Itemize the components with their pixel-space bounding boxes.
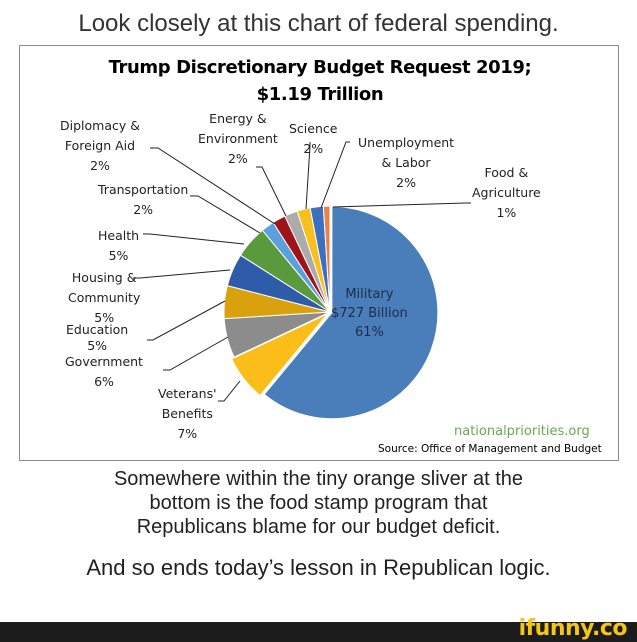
- label-military: Military $727 Billion 61%: [331, 285, 408, 342]
- pie-slice-military: [263, 206, 439, 420]
- label-science: Science 2%: [289, 119, 337, 159]
- label-line: 5%: [108, 248, 129, 263]
- label-line: 2%: [396, 175, 416, 190]
- pie-slice-food-agriculture: [322, 205, 331, 313]
- chart-title: Trump Discretionary Budget Request 2019;: [108, 57, 532, 78]
- label-line: 2%: [90, 158, 110, 173]
- label-transportation: Transportation 2%: [98, 180, 188, 220]
- label-line: Unemployment: [358, 135, 455, 150]
- label-line: Health: [98, 228, 140, 243]
- label-government: Government 6%: [65, 352, 143, 392]
- meme-headline: Look closely at this chart of federal sp…: [78, 10, 559, 37]
- caption-line-3: Republicans blame for our budget deficit…: [136, 516, 501, 538]
- label-line: Military: [345, 287, 394, 302]
- label-line: Transportation: [98, 182, 189, 197]
- pie-chart: Trump Discretionary Budget Request 2019;…: [19, 45, 619, 461]
- ifunny-logo[interactable]: ifunny.co: [518, 616, 628, 641]
- site-credit: nationalpriorities.org: [454, 424, 590, 439]
- pie-svg: [133, 141, 471, 420]
- label-unemployment: Unemployment & Labor 2%: [358, 133, 454, 193]
- label-line: Science: [289, 121, 338, 136]
- label-line: Foreign Aid: [64, 138, 136, 153]
- label-line: 7%: [177, 426, 198, 441]
- label-line: Diplomacy &: [60, 118, 140, 133]
- source-note: Source: Office of Management and Budget: [378, 443, 602, 455]
- label-line: Government: [65, 354, 143, 369]
- label-food: Food & Agriculture 1%: [472, 163, 541, 223]
- label-line: 6%: [94, 374, 114, 389]
- label-line: Environment: [198, 131, 278, 146]
- pie-slices: [223, 205, 439, 420]
- label-education: Education 5%: [66, 322, 128, 354]
- label-veterans: Veterans' Benefits 7%: [158, 384, 217, 444]
- label-line: Agriculture: [472, 185, 541, 200]
- label-housing: Housing & Community 5%: [68, 268, 140, 328]
- caption-line-1: Somewhere within the tiny orange sliver …: [113, 468, 524, 490]
- label-line: 2%: [303, 141, 324, 156]
- label-line: 5%: [94, 310, 115, 325]
- pie-slice-veterans-benefits: [231, 313, 329, 397]
- label-line: Community: [68, 290, 141, 305]
- label-line: Energy &: [209, 111, 267, 126]
- caption-line-2: bottom is the food stamp program that: [149, 492, 488, 514]
- label-energy: Energy & Environment 2%: [198, 109, 278, 169]
- label-line: Benefits: [161, 406, 213, 421]
- label-health: Health 5%: [98, 226, 139, 266]
- watermark-bar: ifunny.co: [0, 616, 637, 642]
- label-line: 61%: [354, 325, 384, 340]
- label-line: 2%: [133, 202, 154, 217]
- label-line: 2%: [227, 151, 248, 166]
- label-line: Housing &: [71, 270, 137, 285]
- label-line: 5%: [87, 338, 108, 353]
- label-line: Education: [66, 322, 129, 337]
- chart-subtitle: $1.19 Trillion: [256, 84, 384, 105]
- label-line: & Labor: [381, 155, 431, 170]
- conclusion-text: And so ends today’s lesson in Republican…: [86, 555, 551, 580]
- label-line: Food &: [484, 165, 529, 180]
- label-line: Veterans': [158, 386, 217, 401]
- label-diplomacy: Diplomacy & Foreign Aid 2%: [60, 116, 140, 176]
- label-line: $727 Billion: [331, 306, 408, 321]
- label-line: 1%: [496, 205, 517, 220]
- leader-lines: [133, 141, 471, 402]
